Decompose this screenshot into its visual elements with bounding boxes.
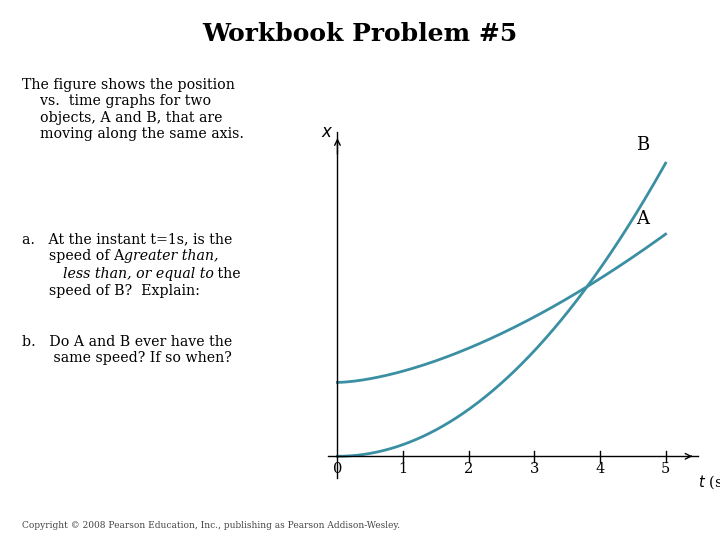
Text: Copyright © 2008 Pearson Education, Inc., publishing as Pearson Addison-Wesley.: Copyright © 2008 Pearson Education, Inc.… <box>22 521 400 530</box>
Text: b.   Do A and B ever have the
       same speed? If so when?: b. Do A and B ever have the same speed? … <box>22 335 232 365</box>
Text: less than, or equal to: less than, or equal to <box>63 267 215 281</box>
Text: A: A <box>636 210 649 228</box>
Text: B: B <box>636 136 649 154</box>
Text: Workbook Problem #5: Workbook Problem #5 <box>202 22 518 45</box>
Text: speed of A: speed of A <box>22 249 128 264</box>
Text: $x$: $x$ <box>321 124 333 141</box>
Text: The figure shows the position
    vs.  time graphs for two
    objects, A and B,: The figure shows the position vs. time g… <box>22 78 243 141</box>
Text: the: the <box>213 267 240 281</box>
Text: greater than,: greater than, <box>124 249 218 264</box>
Text: speed of B?  Explain:: speed of B? Explain: <box>22 284 199 298</box>
Text: a.   At the instant t=1s, is the: a. At the instant t=1s, is the <box>22 232 232 246</box>
Text: $t$ (s): $t$ (s) <box>698 473 720 491</box>
